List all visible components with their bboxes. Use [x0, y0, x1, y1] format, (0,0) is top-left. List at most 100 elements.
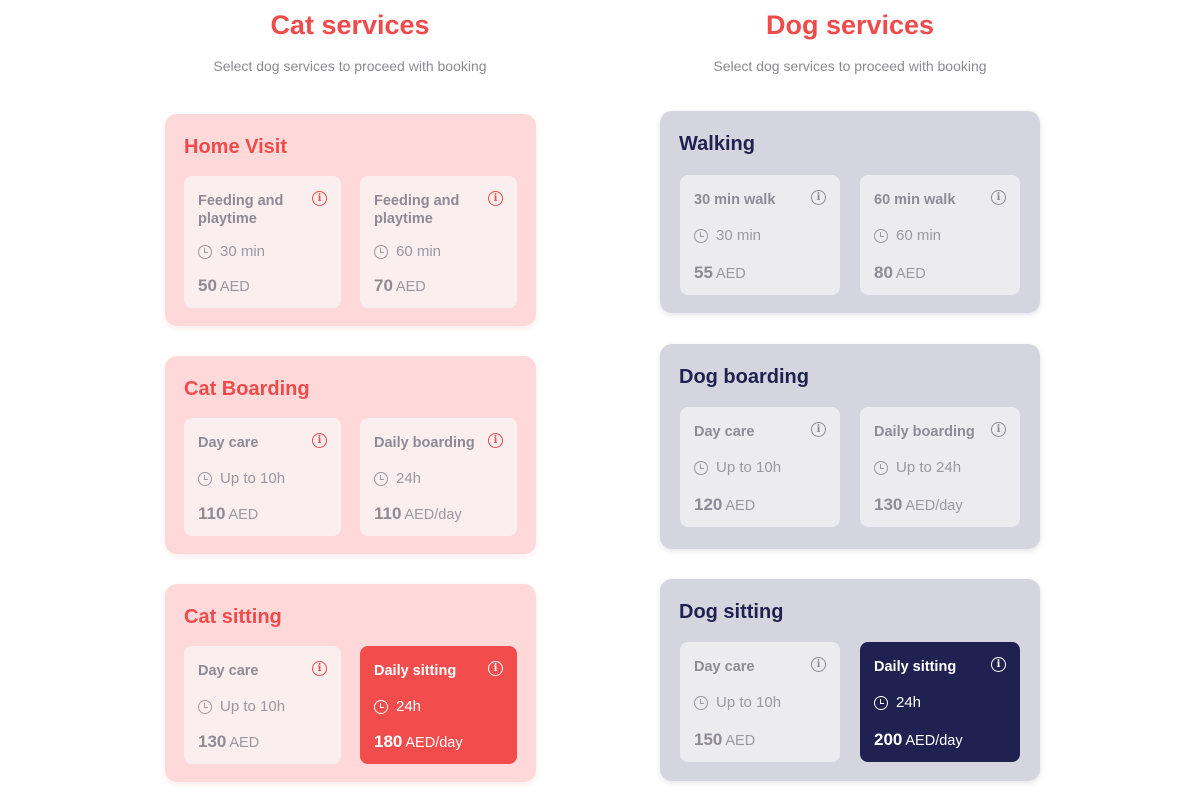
price: 110 AED — [198, 504, 258, 524]
service-group: Cat Boarding Day care i Up to 10h 110 AED… — [165, 356, 536, 554]
service-card[interactable]: Daily boarding i Up to 24h 130 AED/day — [860, 407, 1020, 527]
service-card[interactable]: Daily boarding i 24h 110 AED/day — [360, 418, 517, 536]
duration-text: Up to 10h — [220, 698, 286, 715]
clock-icon — [198, 699, 212, 714]
price-amount: 55 — [694, 263, 713, 282]
duration: 30 min — [694, 227, 761, 244]
service-card[interactable]: Feeding and playtime i 30 min 50 AED — [184, 176, 341, 308]
duration: Up to 10h — [694, 694, 781, 711]
price: 110 AED/day — [374, 504, 462, 524]
price-unit: AED/day — [905, 733, 963, 749]
clock-icon — [874, 460, 888, 475]
duration: 24h — [374, 470, 421, 487]
price-amount: 110 — [198, 504, 226, 523]
info-icon[interactable]: i — [488, 433, 503, 448]
clock-icon — [694, 460, 708, 475]
section-subtitle: Select dog services to proceed with book… — [213, 58, 487, 74]
service-card[interactable]: Day care i Up to 10h 110 AED — [184, 418, 341, 536]
price-amount: 70 — [374, 276, 393, 295]
price-unit: AED/day — [905, 498, 963, 514]
service-card[interactable]: 30 min walk i 30 min 55 AED — [680, 175, 840, 295]
group-title: Cat Boarding — [184, 378, 310, 400]
group-title: Walking — [679, 133, 755, 155]
section-subtitle: Select dog services to proceed with book… — [713, 58, 987, 74]
price-amount: 110 — [374, 504, 402, 523]
duration-text: Up to 10h — [220, 470, 286, 487]
duration-text: 30 min — [716, 227, 762, 244]
duration: 24h — [374, 698, 421, 715]
service-card[interactable]: Day care i Up to 10h 150 AED — [680, 642, 840, 762]
service-card[interactable]: Daily sitting i 24h 200 AED/day — [860, 642, 1020, 762]
service-name: Day care — [694, 424, 755, 440]
info-icon[interactable]: i — [488, 661, 503, 676]
duration: Up to 10h — [198, 698, 285, 715]
service-name: Daily sitting — [874, 659, 957, 675]
service-name: Day care — [694, 659, 755, 675]
duration: 24h — [874, 694, 921, 711]
service-card[interactable]: Feeding and playtime i 60 min 70 AED — [360, 176, 517, 308]
price-unit: AED — [395, 279, 426, 295]
info-icon[interactable]: i — [811, 657, 826, 672]
price-unit: AED — [895, 266, 926, 282]
price-unit: AED — [725, 733, 756, 749]
price-amount: 130 — [198, 732, 227, 751]
price-unit: AED/day — [404, 507, 462, 523]
service-card[interactable]: Day care i Up to 10h 130 AED — [184, 646, 341, 764]
section-title: Dog services — [765, 10, 935, 40]
section-title: Cat services — [270, 10, 430, 40]
duration: 30 min — [198, 243, 265, 260]
group-title: Cat sitting — [184, 606, 282, 628]
price-unit: AED/day — [405, 735, 463, 751]
service-name: Daily boarding — [374, 435, 475, 451]
info-icon[interactable]: i — [488, 191, 503, 206]
service-group: Cat sitting Day care i Up to 10h 130 AED … — [165, 584, 536, 782]
service-group: Walking 30 min walk i 30 min 55 AED 60 mi… — [660, 111, 1040, 313]
clock-icon — [374, 471, 388, 486]
duration: 60 min — [374, 243, 441, 260]
price-unit: AED — [219, 279, 250, 295]
price-unit: AED — [229, 735, 260, 751]
info-icon[interactable]: i — [312, 191, 327, 206]
info-icon[interactable]: i — [991, 657, 1006, 672]
duration-text: Up to 10h — [716, 459, 782, 476]
clock-icon — [374, 699, 388, 714]
service-name: Daily sitting — [374, 663, 457, 679]
service-card[interactable]: Day care i Up to 10h 120 AED — [680, 407, 840, 527]
service-name: 30 min walk — [694, 192, 776, 208]
price-amount: 200 — [874, 730, 903, 749]
service-card[interactable]: Daily sitting i 24h 180 AED/day — [360, 646, 517, 764]
duration-text: Up to 24h — [896, 459, 962, 476]
clock-icon — [694, 695, 708, 710]
duration: Up to 10h — [198, 470, 285, 487]
info-icon[interactable]: i — [991, 190, 1006, 205]
info-icon[interactable]: i — [312, 661, 327, 676]
price: 50 AED — [198, 276, 250, 296]
price: 55 AED — [694, 263, 746, 283]
price: 130 AED/day — [874, 495, 963, 515]
service-group: Home Visit Feeding and playtime i 30 min… — [165, 114, 536, 326]
info-icon[interactable]: i — [811, 422, 826, 437]
duration-text: Up to 10h — [716, 694, 782, 711]
price: 70 AED — [374, 276, 426, 296]
service-group: Dog sitting Day care i Up to 10h 150 AED … — [660, 579, 1040, 781]
price-unit: AED — [715, 266, 746, 282]
info-icon[interactable]: i — [991, 422, 1006, 437]
group-title: Dog boarding — [679, 366, 809, 388]
duration-text: 24h — [896, 694, 922, 711]
service-name: Feeding and playtime — [374, 193, 460, 227]
price: 180 AED/day — [374, 732, 463, 752]
price-unit: AED — [725, 498, 756, 514]
service-card[interactable]: 60 min walk i 60 min 80 AED — [860, 175, 1020, 295]
service-name: 60 min walk — [874, 192, 956, 208]
service-name: Day care — [198, 435, 259, 451]
group-title: Dog sitting — [679, 601, 784, 623]
info-icon[interactable]: i — [811, 190, 826, 205]
clock-icon — [198, 244, 212, 259]
price: 200 AED/day — [874, 730, 963, 750]
service-group: Dog boarding Day care i Up to 10h 120 AED… — [660, 344, 1040, 549]
price: 150 AED — [694, 730, 755, 750]
duration: Up to 24h — [874, 459, 961, 476]
info-icon[interactable]: i — [312, 433, 327, 448]
duration: Up to 10h — [694, 459, 781, 476]
clock-icon — [874, 228, 888, 243]
